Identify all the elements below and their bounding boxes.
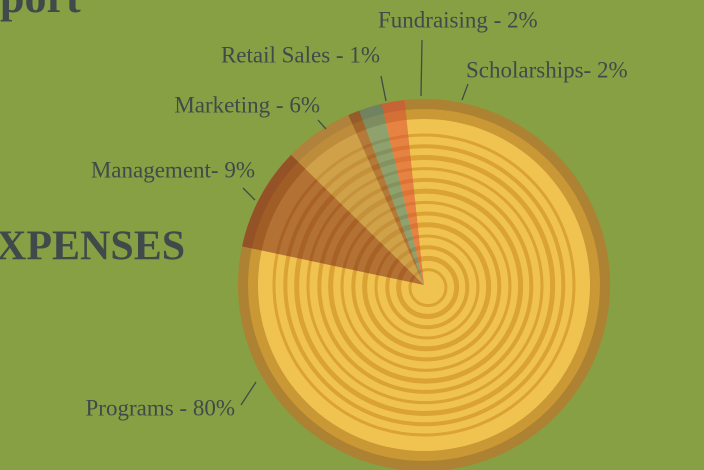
- leader-line: [242, 187, 256, 201]
- tree-ring: [351, 211, 502, 362]
- tree-ring: [385, 245, 470, 330]
- slice-label: Retail Sales - 1%: [221, 42, 380, 67]
- slice-label: Fundraising - 2%: [378, 7, 538, 32]
- leader-line: [461, 83, 469, 101]
- tree-ring: [306, 167, 544, 405]
- tree-ring: [272, 133, 576, 437]
- tree-ring: [283, 144, 566, 427]
- pie-slice: [238, 99, 610, 470]
- tree-ring: [408, 268, 448, 308]
- slice-label: Scholarships- 2%: [466, 57, 628, 82]
- pie-slice: [242, 154, 424, 285]
- pie-slice: [381, 100, 424, 286]
- tree-ring: [294, 154, 556, 416]
- tree-ring: [328, 188, 524, 384]
- leader-line: [420, 39, 423, 97]
- tree-ring: [340, 200, 512, 372]
- pie-slice: [348, 110, 424, 285]
- leader-line: [380, 75, 387, 102]
- pie-slice: [291, 115, 424, 286]
- leader-line: [240, 381, 257, 406]
- chart-title: XPENSES: [0, 224, 185, 270]
- slice-label: Management- 9%: [91, 157, 255, 182]
- tree-ring: [317, 177, 534, 394]
- tree-ring: [396, 255, 460, 319]
- tree-ring: [362, 222, 492, 352]
- slice-label: Programs - 80%: [86, 395, 235, 420]
- leader-line: [317, 119, 327, 130]
- pie-slice: [359, 103, 424, 285]
- header-fragment: port: [0, 0, 81, 22]
- tree-ring: [374, 234, 480, 340]
- slice-label: Marketing - 6%: [174, 92, 320, 117]
